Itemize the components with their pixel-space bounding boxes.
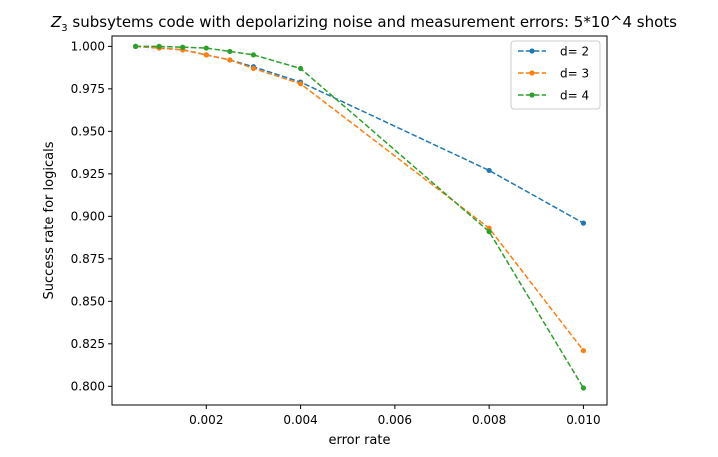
data-point bbox=[227, 48, 233, 55]
data-point bbox=[132, 43, 139, 49]
data-point bbox=[203, 52, 209, 58]
series-3 bbox=[132, 43, 587, 391]
legend-frame bbox=[510, 40, 601, 110]
series-line bbox=[135, 45, 585, 389]
y-tick-label: 0.925 bbox=[71, 167, 105, 181]
legend-marker bbox=[529, 70, 535, 76]
x-tick-label: 0.006 bbox=[378, 413, 412, 427]
y-tick-label: 0.875 bbox=[71, 252, 105, 266]
legend-marker bbox=[529, 92, 535, 98]
plot-frame bbox=[111, 35, 608, 406]
data-point bbox=[227, 57, 233, 63]
data-point bbox=[297, 81, 304, 87]
legend: d= 2 d= 3 d= 4 bbox=[510, 40, 601, 110]
data-point bbox=[180, 44, 186, 50]
data-point bbox=[580, 220, 587, 226]
x-tick-label: 0.010 bbox=[566, 413, 600, 427]
x-tick-label: 0.004 bbox=[283, 413, 317, 427]
x-tick-label: 0.002 bbox=[189, 413, 223, 427]
y-axis-ticks: 0.800 0.825 0.850 0.875 0.900 0.925 0.950 0.975… bbox=[71, 39, 112, 393]
data-point bbox=[580, 348, 587, 354]
legend-marker bbox=[529, 48, 535, 54]
y-tick-label: 0.825 bbox=[71, 337, 105, 351]
legend-item: d= 4 bbox=[518, 89, 589, 103]
y-tick-label: 0.900 bbox=[71, 209, 105, 223]
data-point bbox=[250, 52, 257, 58]
legend-item: d= 3 bbox=[518, 67, 589, 81]
x-axis-ticks: 0.002 0.004 0.006 0.008 0.010 bbox=[189, 405, 601, 427]
y-tick-label: 0.975 bbox=[71, 82, 105, 96]
data-point bbox=[250, 65, 257, 72]
data-point bbox=[486, 167, 492, 174]
y-tick-label: 1.000 bbox=[71, 39, 105, 53]
chart-title: Z3 subsytems code with depolarizing nois… bbox=[50, 13, 677, 34]
y-tick-label: 0.800 bbox=[71, 379, 105, 393]
legend-label: d= 2 bbox=[560, 45, 589, 59]
data-point bbox=[486, 229, 492, 235]
data-point bbox=[580, 385, 587, 391]
legend-label: d= 4 bbox=[560, 89, 589, 103]
data-point bbox=[156, 43, 162, 49]
x-tick-label: 0.008 bbox=[472, 413, 506, 427]
y-tick-label: 0.950 bbox=[71, 124, 105, 138]
y-axis-label: Success rate for logicals bbox=[42, 141, 57, 299]
data-point bbox=[297, 65, 304, 72]
legend-item: d= 2 bbox=[518, 45, 589, 59]
x-axis-label: error rate bbox=[328, 433, 390, 448]
y-tick-label: 0.850 bbox=[71, 294, 105, 308]
legend-label: d= 3 bbox=[560, 67, 589, 81]
data-point bbox=[203, 45, 209, 51]
series-layer bbox=[132, 43, 587, 391]
